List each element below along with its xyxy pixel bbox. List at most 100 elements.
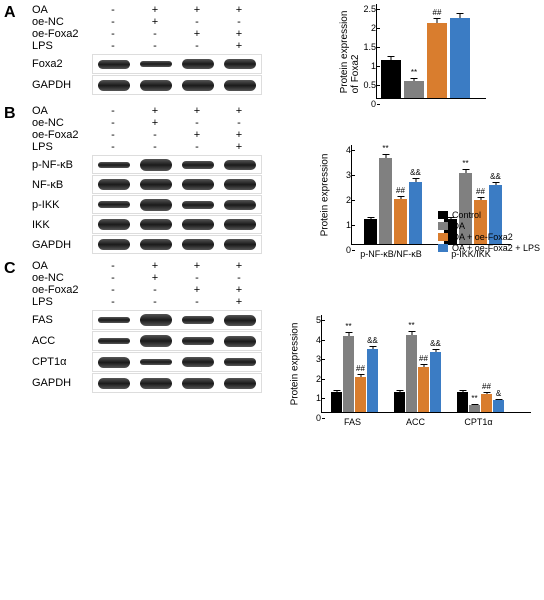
cond-label: oe-Foxa2 [32,28,92,40]
blot-lanes [92,352,262,372]
blot-lane [135,311,177,329]
sig-marker: ** [471,394,477,403]
y-tick: 2.5 [363,4,376,14]
blot-lane [93,353,135,371]
bar-group: ** ## [381,18,470,98]
blot-band [98,338,130,344]
cond-val: - [176,272,218,284]
sig-marker: ## [476,187,485,196]
cond-val: + [134,117,176,129]
sig-marker: ## [482,382,491,391]
blot-band [98,60,130,69]
blot-band [98,162,130,168]
cond-val: - [92,16,134,28]
cond-val: - [134,296,176,308]
bar: & [493,400,504,412]
blot-band [98,357,130,368]
blot-label: p-IKK [32,199,92,211]
cond-label: oe-NC [32,16,92,28]
blot-label: NF-κB [32,179,92,191]
blot-band [140,219,172,230]
y-axis-label: Protein expression [290,323,301,406]
cond-val: - [176,117,218,129]
cond-label: LPS [32,296,92,308]
conditions-table: OA-+++oe-NC-+--oe-Foxa2--++LPS---+ [32,4,262,52]
panel-a-left: OA-+++oe-NC-+--oe-Foxa2--++LPS---+ Foxa2… [32,4,262,95]
blot-lane [93,176,135,193]
blot-band [224,80,256,91]
blot-band [140,179,172,190]
cond-val: - [218,16,260,28]
blot-lane [219,55,261,73]
cond-val: + [176,129,218,141]
blot-band [224,219,256,230]
blot-lane [177,176,219,193]
cond-val: - [176,16,218,28]
blot-label: p-NF-κB [32,159,92,171]
bar: ## [394,199,407,244]
bar-group: ** ## && [364,158,422,244]
error-bar [399,390,400,392]
blot-lane [219,374,261,392]
legend-label: OA [452,221,465,231]
blot-band [140,61,172,67]
blot-lanes [92,155,262,174]
cond-val: - [134,129,176,141]
error-bar [495,182,496,186]
cond-val: + [134,272,176,284]
blot-row: GAPDH [32,373,262,393]
error-bar [336,390,337,392]
panel-a-chart: Protein expressionof Foxa200.511.522.5 *… [272,4,540,99]
y-tick: 0 [371,99,376,109]
blot-band [182,357,214,367]
blot-band [140,80,172,91]
cond-label: oe-NC [32,272,92,284]
cond-label: OA [32,260,92,272]
blot-lanes [92,310,262,330]
blot-band [98,317,130,323]
bar: && [409,182,422,245]
legend-item: Control [438,210,540,220]
bar: ## [481,394,492,412]
conditions-table: OA-+++oe-NC-+--oe-Foxa2--++LPS---+ [32,260,262,308]
axis-line [321,412,531,413]
cond-val: + [176,105,218,117]
cond-label: LPS [32,40,92,52]
cond-val: + [176,260,218,272]
legend-label: OA + oe-Foxa2 + LPS [452,243,540,253]
bar-group: ** ## && [331,336,378,412]
error-bar [414,78,415,81]
legend-swatch [438,211,448,219]
grouped-bar-chart: Protein expression012345 ** ## && ** ## … [301,315,531,413]
blot-lane [177,332,219,350]
cond-val: + [218,28,260,40]
blot-row: FAS [32,310,262,330]
error-bar [460,13,461,19]
blot-lane [93,236,135,253]
axis-line [376,98,486,99]
sig-marker: ## [396,186,405,195]
panel-b-left: OA-+++oe-NC-+--oe-Foxa2--++LPS---+ p-NF-… [32,105,262,254]
bars: ** ## [378,18,473,98]
bar [450,18,470,98]
blot-lane [177,156,219,173]
y-axis-label: Protein expression [320,154,331,237]
blot-lane [93,156,135,173]
blot-lanes [92,215,262,234]
blot-label: GAPDH [32,239,92,251]
cond-val: + [218,4,260,16]
blot-lanes [92,75,262,95]
error-bar [435,349,436,353]
legend-swatch [438,244,448,252]
blot-band [182,239,214,250]
cond-val: - [134,284,176,296]
cond-val: - [92,129,134,141]
blot-band [98,179,130,190]
cond-val: - [92,272,134,284]
legend-item: OA [438,221,540,231]
cond-val: - [92,284,134,296]
blot-area: Foxa2 GAPDH [32,54,262,95]
cond-label: OA [32,4,92,16]
bar: ** [343,336,354,412]
x-label: p-NF-κB/NF-κB [351,249,431,259]
